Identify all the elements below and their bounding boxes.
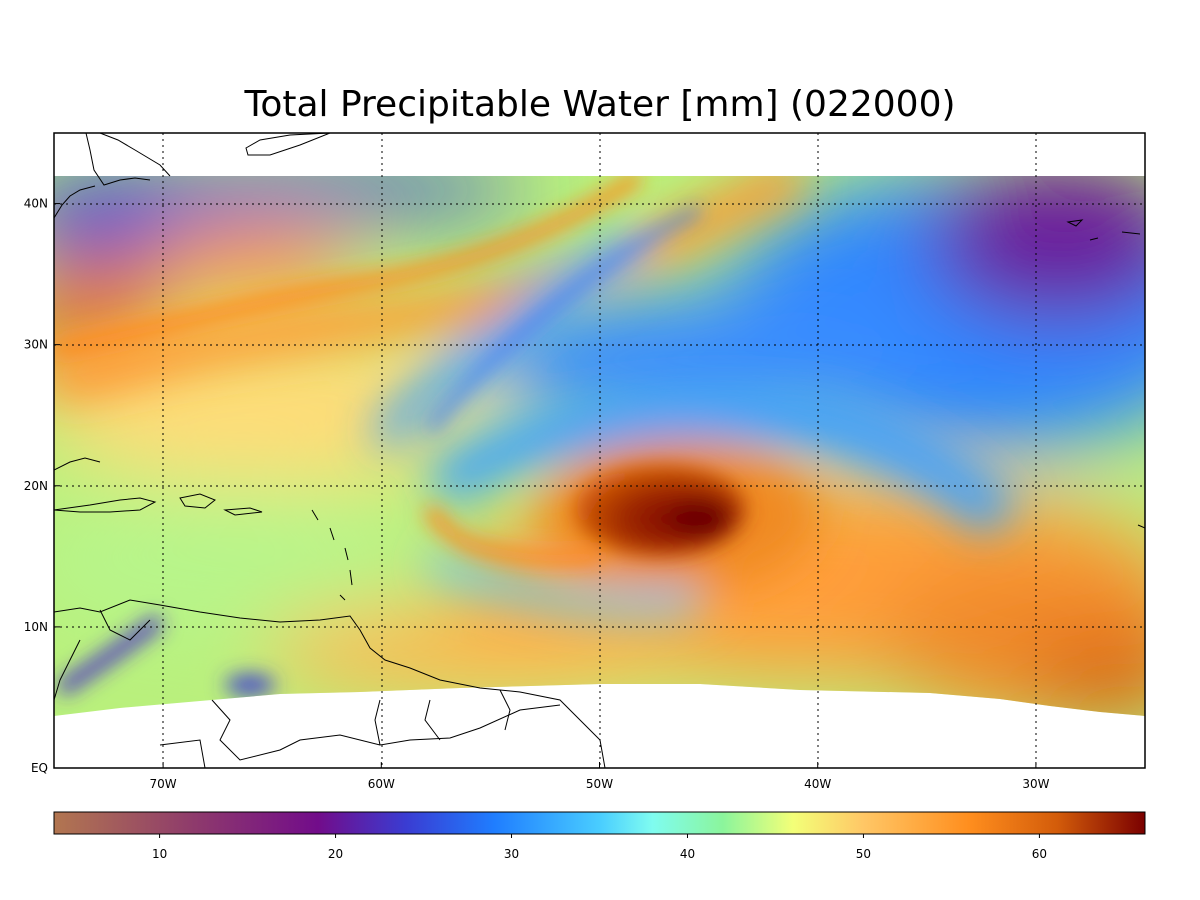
coastline-lake-maracaibo — [99, 609, 151, 641]
graticule — [54, 133, 1145, 768]
colorbar-tick-label: 40 — [680, 847, 695, 861]
coastline-lesser-antilles — [311, 509, 353, 601]
colorbar-ticks: 10 20 30 40 50 60 — [152, 834, 1047, 861]
lon-tick-label: 50W — [586, 777, 613, 791]
coastline-border-4 — [159, 739, 206, 768]
lat-tick-label: 20N — [24, 479, 48, 493]
lat-tick-label: 10N — [24, 620, 48, 634]
coastline-border-1 — [374, 699, 381, 746]
longitude-axis: 70W 60W 50W 40W 30W — [150, 762, 1050, 791]
coastline-border-2 — [424, 699, 441, 741]
coastline-hispaniola — [179, 493, 216, 509]
lon-tick-label: 60W — [368, 777, 395, 791]
colorbar-tick-label: 30 — [504, 847, 519, 861]
coastline-south-america-north — [54, 599, 606, 768]
coastline-cuba — [54, 497, 157, 513]
lat-tick-label: 40N — [24, 197, 48, 211]
colorbar-tick-label: 60 — [1032, 847, 1047, 861]
lon-tick-label: 70W — [150, 777, 177, 791]
lon-tick-label: 30W — [1022, 777, 1049, 791]
coastline-central-america — [54, 639, 81, 701]
colorbar-tick-label: 10 — [152, 847, 167, 861]
colorbar-tick-label: 50 — [856, 847, 871, 861]
tpw-field — [54, 176, 1145, 716]
coastline-newfoundland — [245, 133, 331, 156]
coastline-us-east — [54, 185, 96, 219]
map-title: Total Precipitable Water [mm] (022000) — [243, 84, 955, 125]
coastlines — [54, 133, 1145, 768]
lat-tick-label: 30N — [24, 338, 48, 352]
lon-tick-label: 40W — [804, 777, 831, 791]
coastline-border-3 — [499, 689, 511, 731]
coastline-puerto-rico — [223, 507, 263, 516]
coastline-canada — [99, 133, 171, 177]
lat-tick-label: EQ — [31, 761, 48, 775]
coastline-cape-verde — [1137, 524, 1145, 529]
colorbar-tick-label: 20 — [328, 847, 343, 861]
coastline-azores — [1066, 219, 1141, 241]
coastline-florida — [54, 457, 101, 471]
latitude-axis: EQ 10N 20N 30N 40N — [24, 197, 60, 775]
coastline-venezuela-guyana — [211, 699, 561, 761]
coastline-north-america — [85, 133, 151, 186]
colorbar — [53, 811, 1146, 835]
